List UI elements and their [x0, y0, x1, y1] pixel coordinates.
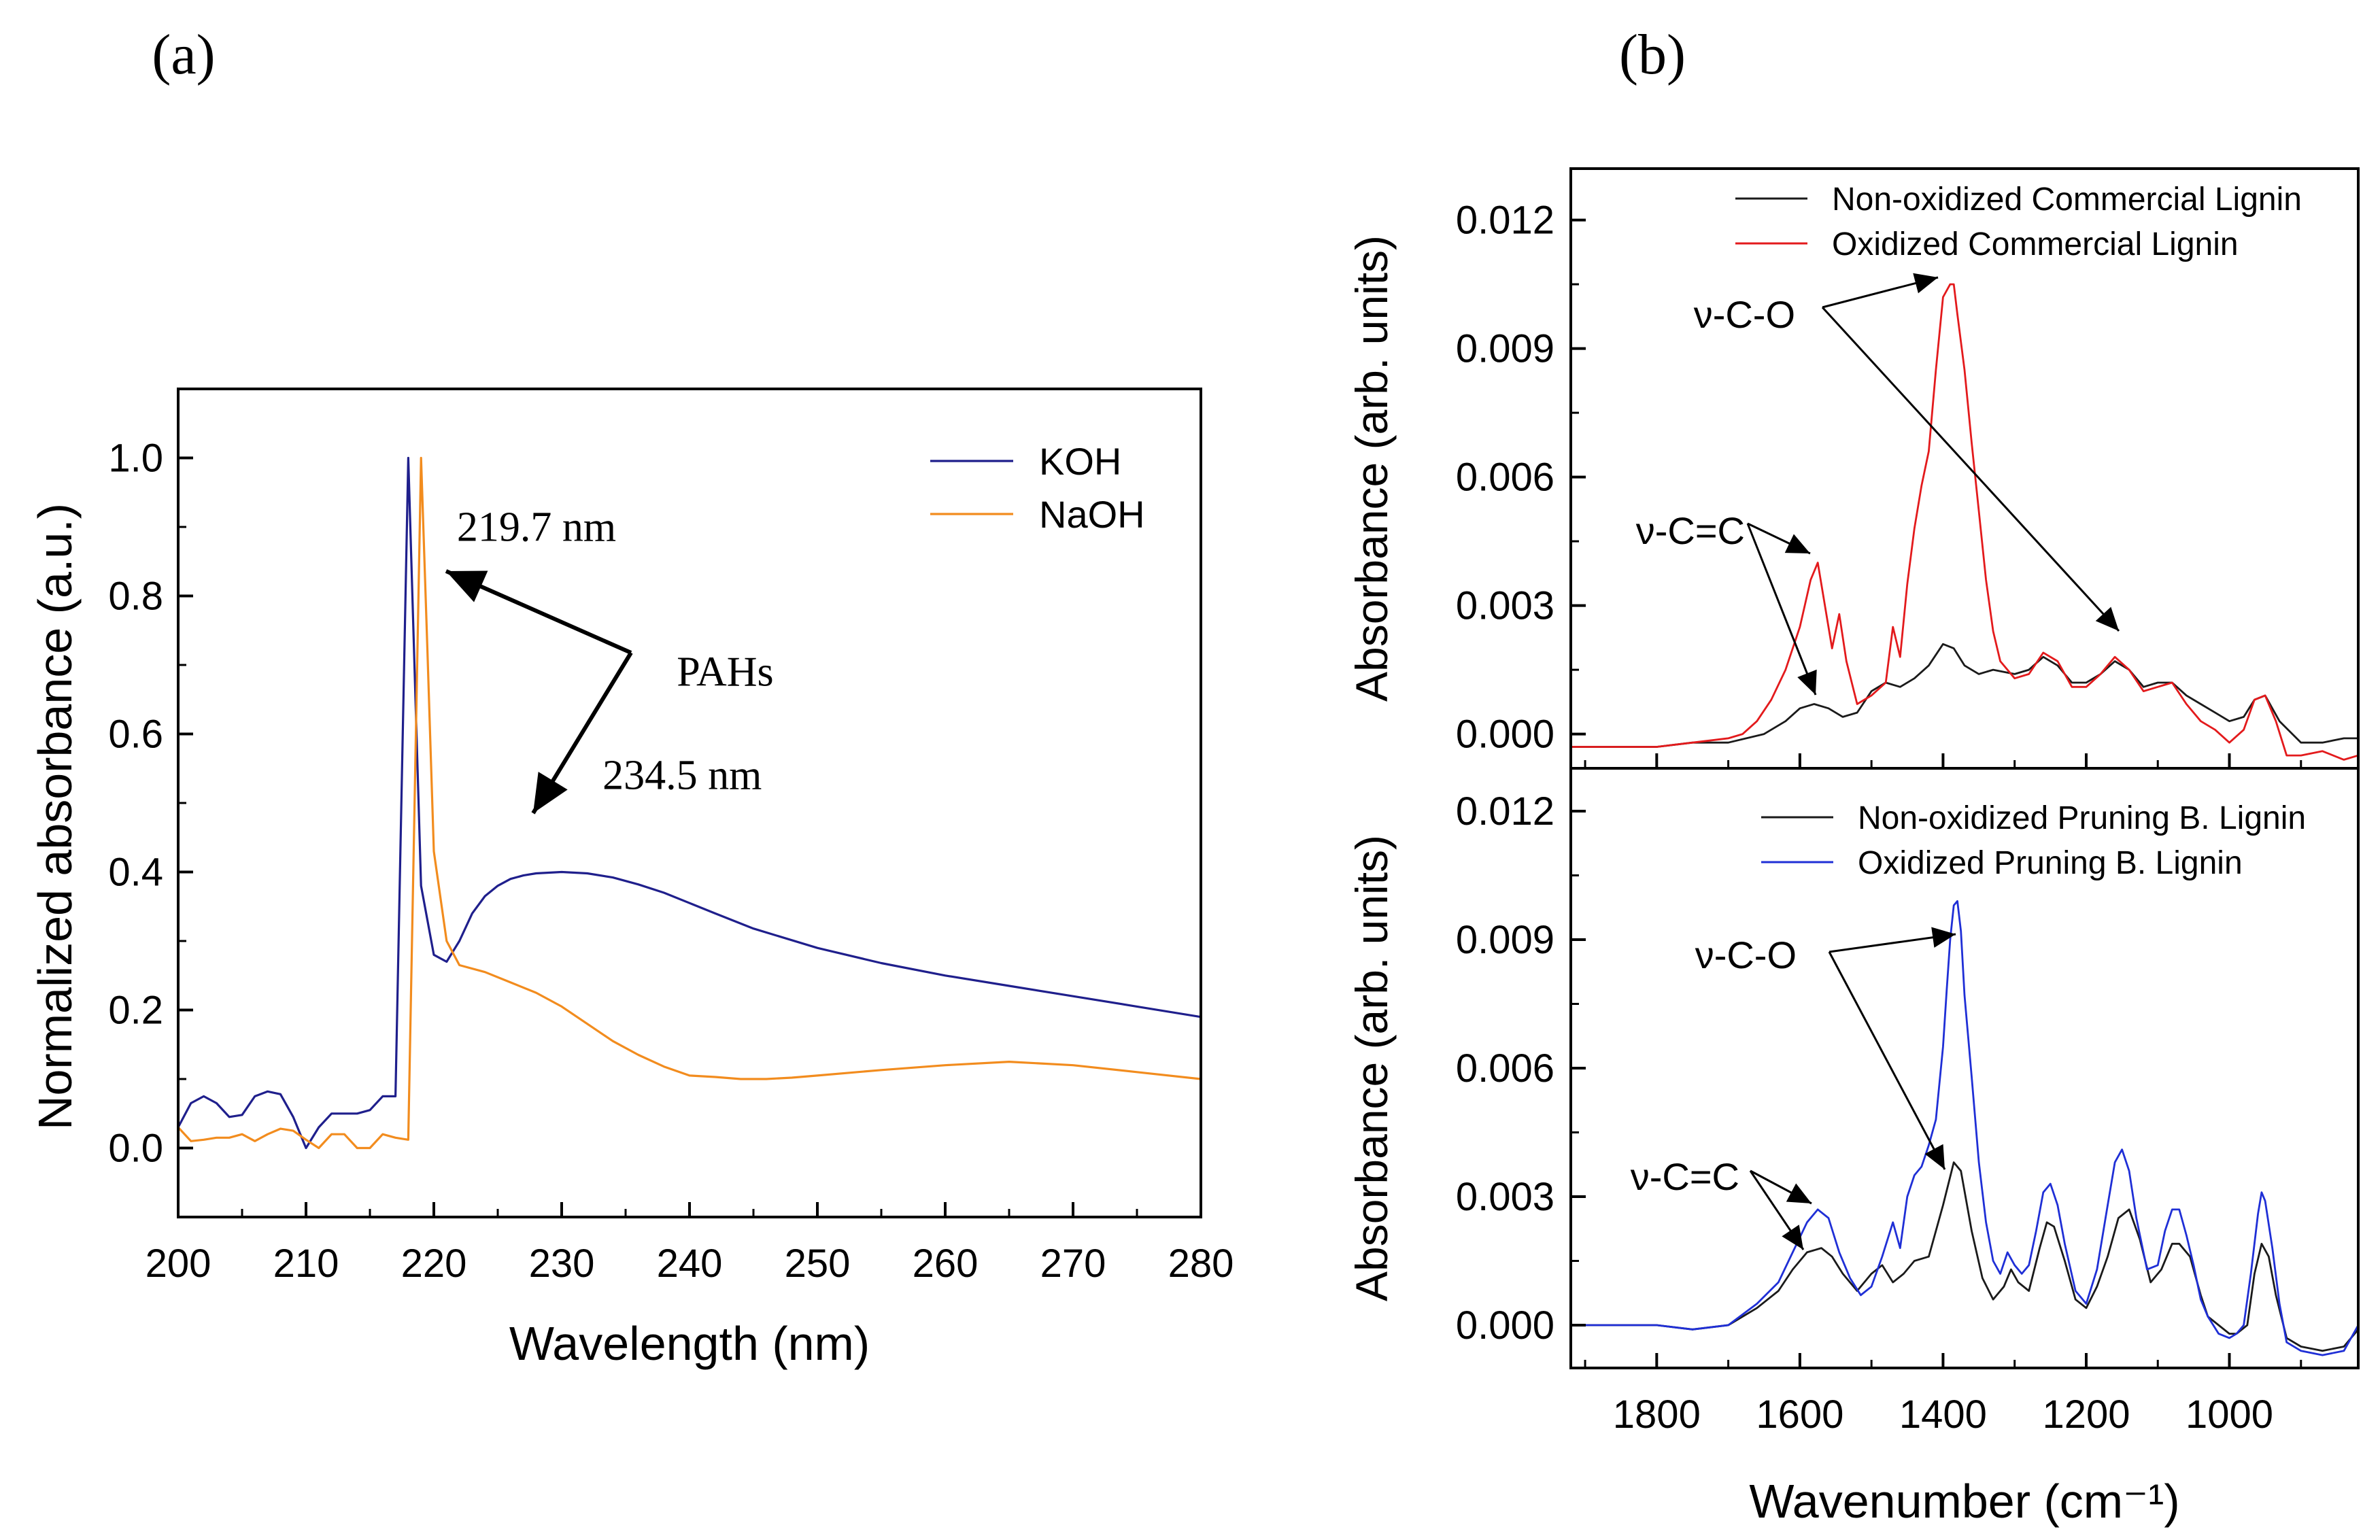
x-tick-label-1400: 1400 — [1899, 1392, 1987, 1437]
y-tick-label-0.006: 0.006 — [1456, 456, 1554, 500]
x-axis-label: Wavenumber (cm⁻¹) — [1749, 1475, 2179, 1528]
y-tick-label-0.4: 0.4 — [108, 851, 163, 895]
y-tick-label-0.012: 0.012 — [1456, 199, 1554, 243]
y-tick-label-0.009: 0.009 — [1456, 327, 1554, 371]
x-tick-label-220: 220 — [401, 1242, 467, 1286]
annotation-arrow-2-head — [1786, 1183, 1812, 1203]
x-axis-label: Wavelength (nm) — [509, 1317, 870, 1370]
y-tick-label-0.006: 0.006 — [1456, 1046, 1554, 1091]
annotation-arrow-3-shaft — [1746, 523, 1817, 696]
y-tick-label-0.003: 0.003 — [1456, 584, 1554, 628]
series-line-oxidized — [1571, 900, 2358, 1356]
series-line-oxidized — [1571, 283, 2358, 761]
series-line-koh — [178, 456, 1201, 1150]
legend-label-non-oxidized: Non-oxidized Pruning B. Lignin — [1858, 800, 2306, 836]
annotation-arrow-219-head — [446, 570, 488, 602]
x-tick-label-270: 270 — [1040, 1242, 1106, 1286]
annotation-text-0: 219.7 nm — [457, 504, 616, 550]
annotation-arrow-2-head — [1784, 534, 1810, 553]
x-tick-label-210: 210 — [273, 1242, 339, 1286]
y-tick-label-0.000: 0.000 — [1456, 713, 1554, 757]
x-tick-label-230: 230 — [529, 1242, 595, 1286]
annotation-text-1: 234.5 nm — [602, 753, 762, 799]
annotation-label-c-c: ν-C=C — [1636, 509, 1745, 552]
legend-label-oxidized: Oxidized Commercial Lignin — [1832, 226, 2239, 262]
annotation-arrow-1-shaft — [1821, 306, 2120, 632]
annotation-label-c-c: ν-C=C — [1631, 1155, 1739, 1198]
annotation-arrow-1-shaft — [1828, 951, 1946, 1170]
y-tick-label-0.000: 0.000 — [1456, 1303, 1554, 1348]
panel-b-label: (b) — [1619, 23, 1686, 86]
x-tick-label-1000: 1000 — [2186, 1392, 2273, 1437]
annotation-arrow-1-head — [2095, 606, 2119, 631]
y-axis-label: Absorbance (arb. units) — [1346, 835, 1397, 1301]
x-tick-label-260: 260 — [913, 1242, 979, 1286]
annotation-arrow-0-head — [1931, 927, 1956, 948]
chart-b-bottom-ftir-pruning: 0.000 0.003 0.006 0.009 0.012 1800 1600 1400 120… — [1346, 767, 2360, 1528]
y-tick-label-0.012: 0.012 — [1456, 789, 1554, 834]
annotation-arrow-1-head — [1924, 1144, 1945, 1169]
annotation-text-2: PAHs — [677, 649, 773, 695]
panel-a-label: (a) — [152, 23, 215, 86]
x-tick-label-1200: 1200 — [2042, 1392, 2130, 1437]
legend-label-oxidized: Oxidized Pruning B. Lignin — [1858, 845, 2243, 881]
chart-a-uv-absorbance: 200 210 220 230 240 250 260 270 280 0.0 0.2 0.4 0.6 0… — [29, 388, 1234, 1370]
y-axis-label: Normalized absorbance (a.u.) — [29, 503, 82, 1130]
series-line-non-oxidized — [1571, 643, 2358, 748]
legend-label-koh: KOH — [1039, 440, 1121, 483]
y-tick-label-0.0: 0.0 — [108, 1127, 163, 1171]
x-tick-label-240: 240 — [657, 1242, 723, 1286]
annotation-arrow-234-head — [533, 772, 568, 813]
x-tick-label-1600: 1600 — [1756, 1392, 1843, 1437]
y-tick-label-0.003: 0.003 — [1456, 1175, 1554, 1219]
y-tick-label-0.2: 0.2 — [108, 989, 163, 1033]
x-tick-label-200: 200 — [146, 1242, 211, 1286]
y-axis-label: Absorbance (arb. units) — [1346, 235, 1397, 702]
chart-b-top-ftir-commercial: 0.000 0.003 0.006 0.009 0.012 Absorbance (arb… — [1346, 167, 2360, 770]
x-tick-label-1800: 1800 — [1613, 1392, 1701, 1437]
y-tick-label-0.6: 0.6 — [108, 713, 163, 757]
x-tick-label-280: 280 — [1168, 1242, 1234, 1286]
series-line-naoh — [178, 456, 1201, 1150]
annotation-arrow-0-head — [1913, 273, 1938, 294]
annotation-label-c-o: ν-C-O — [1694, 293, 1795, 336]
y-tick-label-0.8: 0.8 — [108, 575, 163, 619]
y-tick-label-0.009: 0.009 — [1456, 918, 1554, 962]
x-tick-label-250: 250 — [785, 1242, 851, 1286]
legend-label-non-oxidized: Non-oxidized Commercial Lignin — [1832, 182, 2302, 218]
annotation-arrow-3-head — [1797, 669, 1817, 695]
y-tick-label-1.0: 1.0 — [108, 437, 163, 481]
annotation-arrow-3-head — [1782, 1225, 1803, 1250]
annotation-label-c-o: ν-C-O — [1695, 934, 1797, 976]
legend-label-naoh: NaOH — [1039, 493, 1145, 536]
